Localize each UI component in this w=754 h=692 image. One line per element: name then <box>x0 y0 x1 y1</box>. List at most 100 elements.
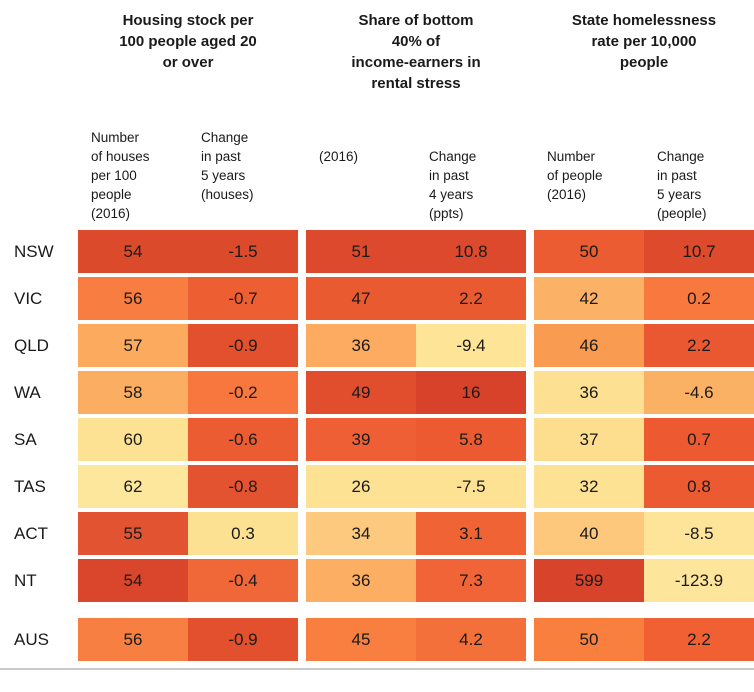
row-label: TAS <box>14 476 46 496</box>
group-title-homelessness: State homelessness rate per 10,000 peopl… <box>571 12 717 71</box>
rental-stress-cells: 26 -7.5 <box>306 465 526 508</box>
heatmap-cell: 5.8 <box>416 418 526 461</box>
heatmap-cell: 0.3 <box>188 512 298 555</box>
heatmap-cell: 26 <box>306 465 416 508</box>
subheader-houses-change: Change in past 5 years (houses) <box>201 130 254 202</box>
homelessness-cells: 599 -123.9 <box>534 559 754 602</box>
heatmap-cell: -0.9 <box>188 618 298 661</box>
heatmap-cell: 54 <box>78 230 188 273</box>
heatmap-cell: -0.4 <box>188 559 298 602</box>
heatmap-cell: -0.9 <box>188 324 298 367</box>
heatmap-cell: 3.1 <box>416 512 526 555</box>
rental-stress-cells: 36 -9.4 <box>306 324 526 367</box>
heatmap-cell: 46 <box>534 324 644 367</box>
group-title-housing-stock: Housing stock per 100 people aged 20 or … <box>119 12 257 71</box>
heatmap-cell: -1.5 <box>188 230 298 273</box>
housing-stock-cells: 58 -0.2 <box>78 371 298 414</box>
heatmap-cell: 10.8 <box>416 230 526 273</box>
heatmap-cell: 39 <box>306 418 416 461</box>
housing-stock-cells: 57 -0.9 <box>78 324 298 367</box>
heatmap-cell: 62 <box>78 465 188 508</box>
table-row-nsw: NSW 54 -1.5 51 10.8 50 10.7 <box>0 230 754 273</box>
heatmap-cell: 40 <box>534 512 644 555</box>
heatmap-cell: 34 <box>306 512 416 555</box>
heatmap-cell: 42 <box>534 277 644 320</box>
housing-stock-cells: 55 0.3 <box>78 512 298 555</box>
housing-stock-cells: 62 -0.8 <box>78 465 298 508</box>
heatmap-cell: 51 <box>306 230 416 273</box>
heatmap-cell: 56 <box>78 618 188 661</box>
heatmap-cell: 54 <box>78 559 188 602</box>
heatmap-cell: 32 <box>534 465 644 508</box>
heatmap-cell: 50 <box>534 230 644 273</box>
bottom-divider <box>0 668 754 670</box>
rental-stress-cells: 34 3.1 <box>306 512 526 555</box>
table-row-qld: QLD 57 -0.9 36 -9.4 46 2.2 <box>0 324 754 367</box>
heatmap-cell: 55 <box>78 512 188 555</box>
table-row-sa: SA 60 -0.6 39 5.8 37 0.7 <box>0 418 754 461</box>
heatmap-cell: -0.8 <box>188 465 298 508</box>
heatmap-cell: 50 <box>534 618 644 661</box>
heatmap-cell: 36 <box>534 371 644 414</box>
table-row-wa: WA 58 -0.2 49 16 36 -4.6 <box>0 371 754 414</box>
housing-stock-cells: 54 -1.5 <box>78 230 298 273</box>
heatmap-cell: 0.2 <box>644 277 754 320</box>
table-row-aus: AUS 56 -0.9 45 4.2 50 2.2 <box>0 618 754 661</box>
heatmap-cell: 49 <box>306 371 416 414</box>
heatmap-cell: 2.2 <box>644 618 754 661</box>
column-group-titles: Housing stock per 100 people aged 20 or … <box>0 0 754 118</box>
row-label: AUS <box>14 629 49 649</box>
column-subheaders: Number of houses per 100 people (2016) C… <box>0 118 754 230</box>
subheader-homeless-number: Number of people (2016) <box>547 149 603 202</box>
heatmap-cell: -4.6 <box>644 371 754 414</box>
heatmap-cell: 57 <box>78 324 188 367</box>
subheaders-homelessness: Number of people (2016) Change in past 5… <box>534 147 754 223</box>
homelessness-cells: 50 10.7 <box>534 230 754 273</box>
table-row-vic: VIC 56 -0.7 47 2.2 42 0.2 <box>0 277 754 320</box>
homelessness-cells: 36 -4.6 <box>534 371 754 414</box>
heatmap-cell: 36 <box>306 324 416 367</box>
row-label: QLD <box>14 335 49 355</box>
heatmap-cell: 47 <box>306 277 416 320</box>
heatmap-cell: 2.2 <box>416 277 526 320</box>
heatmap-cell: 45 <box>306 618 416 661</box>
header-spacer <box>0 10 78 118</box>
heatmap-cell: 599 <box>534 559 644 602</box>
homelessness-cells: 37 0.7 <box>534 418 754 461</box>
heatmap-cell: -0.6 <box>188 418 298 461</box>
rental-stress-cells: 45 4.2 <box>306 618 526 661</box>
heatmap-cell: -0.7 <box>188 277 298 320</box>
rental-stress-cells: 51 10.8 <box>306 230 526 273</box>
heatmap-cell: -8.5 <box>644 512 754 555</box>
heatmap-cell: -0.2 <box>188 371 298 414</box>
row-label: NSW <box>14 241 54 261</box>
housing-stock-cells: 60 -0.6 <box>78 418 298 461</box>
subheaders-housing-stock: Number of houses per 100 people (2016) C… <box>78 128 298 223</box>
heatmap-cell: 4.2 <box>416 618 526 661</box>
subheaders-rental-stress: (2016) Change in past 4 years (ppts) <box>306 147 526 223</box>
heatmap-cell: 56 <box>78 277 188 320</box>
housing-stock-cells: 56 -0.9 <box>78 618 298 661</box>
rental-stress-cells: 39 5.8 <box>306 418 526 461</box>
homelessness-cells: 50 2.2 <box>534 618 754 661</box>
subheader-homeless-change: Change in past 5 years (people) <box>657 149 707 221</box>
subheader-rental-change: Change in past 4 years (ppts) <box>429 149 477 221</box>
housing-stock-cells: 54 -0.4 <box>78 559 298 602</box>
homelessness-cells: 46 2.2 <box>534 324 754 367</box>
heatmap-cell: 2.2 <box>644 324 754 367</box>
table-row-nt: NT 54 -0.4 36 7.3 599 -123.9 <box>0 559 754 602</box>
row-label: SA <box>14 429 37 449</box>
heatmap-cell: 0.7 <box>644 418 754 461</box>
heatmap-cell: 36 <box>306 559 416 602</box>
heatmap-cell: -7.5 <box>416 465 526 508</box>
housing-stock-cells: 56 -0.7 <box>78 277 298 320</box>
group-title-rental-stress: Share of bottom 40% of income-earners in… <box>351 12 481 92</box>
rental-stress-cells: 47 2.2 <box>306 277 526 320</box>
heatmap-cell: -123.9 <box>644 559 754 602</box>
heatmap-cell: 0.8 <box>644 465 754 508</box>
heatmap-cell: 60 <box>78 418 188 461</box>
row-label: ACT <box>14 523 48 543</box>
rental-stress-cells: 36 7.3 <box>306 559 526 602</box>
heatmap-cell: 10.7 <box>644 230 754 273</box>
